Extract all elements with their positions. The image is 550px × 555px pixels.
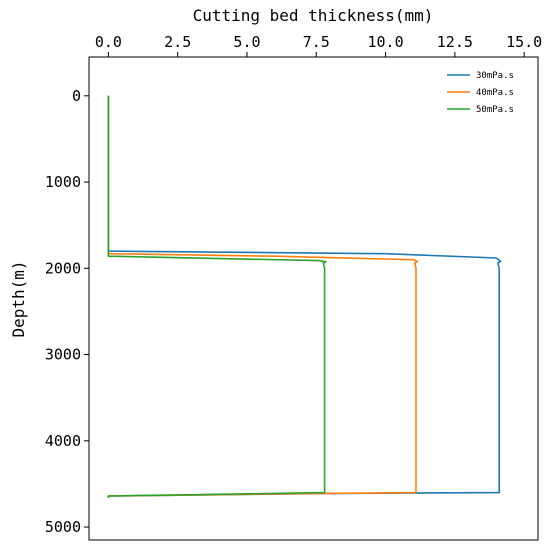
x-tick-label: 0.0 [95,33,122,51]
x-axis-title: Cutting bed thickness(mm) [193,6,434,25]
x-tick-label: 15.0 [506,33,542,51]
series-line [107,95,502,498]
y-tick-label: 5000 [45,518,81,536]
y-ticks: 0 1000 2000 3000 4000 5000 [45,87,89,536]
series-layer [107,95,502,498]
legend-label: 40mPa.s [476,88,514,98]
y-tick-label: 3000 [45,346,81,364]
series-line [107,95,327,498]
y-axis-title: Depth(m) [9,260,28,337]
y-tick-label: 4000 [45,432,81,450]
x-tick-label: 7.5 [303,33,330,51]
y-tick-label: 2000 [45,259,81,277]
y-tick-label: 1000 [45,173,81,191]
plot-frame [88,56,539,541]
y-tick-label: 0 [72,87,81,105]
x-tick-label: 12.5 [437,33,473,51]
legend: 30mPa.s 40mPa.s 50mPa.s [447,71,514,115]
x-tick-label: 5.0 [233,33,260,51]
legend-label: 50mPa.s [476,105,514,115]
series-line [107,95,419,498]
x-tick-label: 2.5 [164,33,191,51]
x-ticks: 0.0 2.5 5.0 7.5 10.0 12.5 15.0 [95,33,542,57]
x-tick-label: 10.0 [367,33,403,51]
legend-label: 30mPa.s [476,71,514,81]
